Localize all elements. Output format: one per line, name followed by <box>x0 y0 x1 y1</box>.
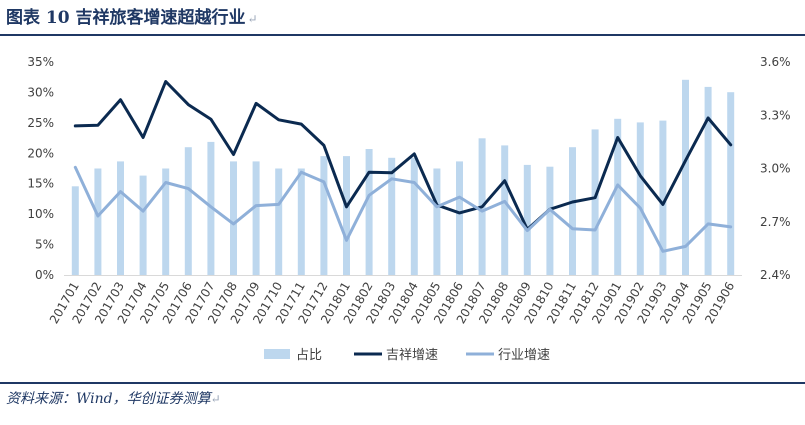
chart: 0% 5% 10% 15% 20% 25% 30% 35% 2.4% 2.7% 3.0% 3.3% 3… <box>27 55 791 363</box>
y-left-tick-label: 5% <box>35 238 54 252</box>
source-text: 资料来源：Wind，华创证券测算 <box>6 391 211 407</box>
bar-201905 <box>704 86 712 276</box>
bar-201711 <box>297 168 305 275</box>
y-left-tick-label: 20% <box>27 146 54 160</box>
bar-201710 <box>275 168 283 275</box>
bar-201811 <box>569 147 576 275</box>
legend-label: 吉祥增速 <box>386 348 438 363</box>
bar-201812 <box>591 129 599 275</box>
return-mark-icon: ↵ <box>247 12 258 26</box>
bar-201712 <box>320 156 328 275</box>
y-right-tick-label: 3.3% <box>760 108 791 122</box>
bar-201803 <box>388 157 396 275</box>
y-left-tick-label: 10% <box>27 207 54 221</box>
legend-label: 行业增速 <box>498 348 550 363</box>
y-right-tick-label: 3.0% <box>760 162 791 176</box>
bar-201805 <box>433 168 441 275</box>
bar-201903 <box>659 120 667 275</box>
bar-201902 <box>636 122 644 276</box>
y-left-tick-label: 30% <box>27 85 54 99</box>
top-rule <box>0 34 805 36</box>
figure-title-text: 图表 10 吉祥旅客增速超越行业 <box>6 8 246 28</box>
bar-201708 <box>230 161 237 275</box>
bar-201704 <box>139 175 147 275</box>
y-left-tick-label: 0% <box>35 268 54 282</box>
source-note: 资料来源：Wind，华创证券测算↵ <box>6 388 221 410</box>
y-left-tick-label: 35% <box>27 55 54 69</box>
bar-201709 <box>252 161 260 275</box>
legend: 占比 吉祥增速 行业增速 <box>264 348 550 363</box>
bar-201808 <box>501 145 509 275</box>
bar-201810 <box>546 166 554 275</box>
bar-201904 <box>682 79 689 276</box>
bottom-rule <box>0 382 805 384</box>
bar-201801 <box>343 156 350 275</box>
bar-series-share <box>71 79 735 276</box>
bar-201809 <box>523 164 531 275</box>
bar-201806 <box>456 161 463 275</box>
source-return-mark-icon: ↵ <box>210 392 221 406</box>
bar-201906 <box>727 92 735 275</box>
y-left-tick-label: 15% <box>27 177 54 191</box>
legend-label: 占比 <box>296 348 322 363</box>
y-axis-right: 2.4% 2.7% 3.0% 3.3% 3.6% <box>760 55 791 282</box>
legend-swatch-share <box>264 349 290 359</box>
y-right-tick-label: 2.4% <box>760 268 791 282</box>
figure-title: 图表 10 吉祥旅客增速超越行业 ↵ <box>6 4 258 32</box>
bar-201702 <box>94 168 102 275</box>
line-juneyao-growth <box>73 80 733 231</box>
y-axis-left: 0% 5% 10% 15% 20% 25% 30% 35% <box>27 55 54 282</box>
bar-201705 <box>162 168 170 275</box>
bar-201901 <box>614 118 622 275</box>
line-industry-growth <box>73 165 733 253</box>
bar-201804 <box>410 157 418 275</box>
bar-201706 <box>184 147 192 275</box>
x-tick-labels: 2017012017022017032017042017052017062017… <box>47 279 737 326</box>
line-series <box>73 80 733 253</box>
y-left-tick-label: 25% <box>27 116 54 130</box>
bar-201802 <box>365 149 373 275</box>
y-right-tick-label: 3.6% <box>760 55 791 69</box>
bar-201701 <box>71 186 79 276</box>
y-right-tick-label: 2.7% <box>760 215 791 229</box>
bar-201703 <box>117 161 124 275</box>
